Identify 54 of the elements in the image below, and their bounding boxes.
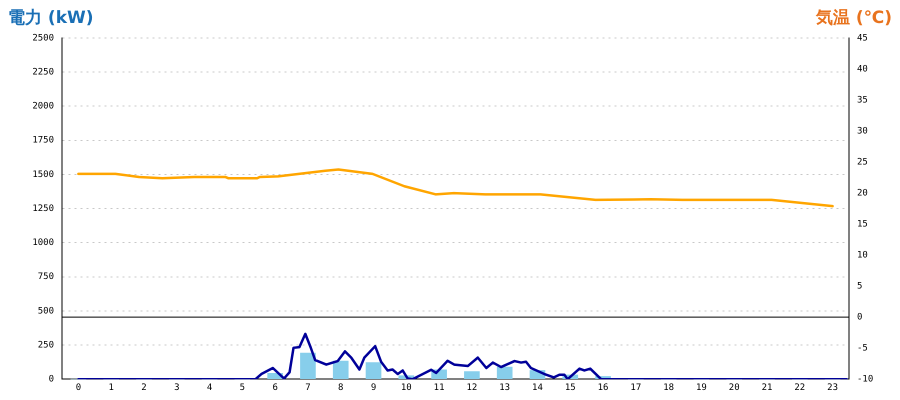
y2-tick-label: 20 <box>857 188 868 198</box>
x-tick-label: 0 <box>76 382 82 393</box>
x-tick-label: 10 <box>400 382 412 393</box>
x-tick-label: 21 <box>762 382 772 393</box>
y-tick-label: 1500 <box>32 170 54 180</box>
y-tick-label: 2500 <box>32 33 54 44</box>
x-tick-label: 7 <box>305 382 311 393</box>
y-tick-label: 500 <box>38 306 54 316</box>
x-tick-label: 9 <box>370 382 376 393</box>
y2-tick-label: 30 <box>857 126 868 136</box>
x-tick-label: 6 <box>272 382 278 393</box>
x-tick-label: 17 <box>630 382 642 393</box>
y-tick-label: 1750 <box>32 136 54 146</box>
y2-tick-label: 25 <box>857 157 868 168</box>
y-tick-label: 0 <box>48 374 54 385</box>
y2-tick-label: 15 <box>857 219 868 230</box>
y-tick-label: 2000 <box>32 102 54 112</box>
x-tick-label: 22 <box>794 382 806 393</box>
y2-tick-label: 10 <box>857 250 868 260</box>
y-tick-label: 750 <box>38 272 54 282</box>
y2-tick-label: 45 <box>857 33 868 44</box>
y2-tick-label: -5 <box>857 344 868 354</box>
y-tick-label: 250 <box>38 340 54 350</box>
x-tick-label: 4 <box>206 382 212 393</box>
bar <box>366 362 382 380</box>
x-tick-label: 19 <box>696 382 707 393</box>
x-tick-label: 15 <box>564 382 576 393</box>
y2-tick-label: -10 <box>857 374 874 385</box>
y2-tick-label: 40 <box>857 64 868 74</box>
y-tick-label: 1000 <box>32 238 54 248</box>
x-tick-label: 20 <box>728 382 740 393</box>
x-tick-label: 12 <box>466 382 478 393</box>
y2-tick-label: 0 <box>857 312 862 323</box>
x-tick-label: 11 <box>434 382 445 393</box>
bar <box>332 360 349 380</box>
x-tick-label: 23 <box>827 382 838 393</box>
y2-axis-title: 気温 (℃) <box>816 7 892 29</box>
bar <box>300 352 316 380</box>
x-tick-label: 13 <box>499 382 510 393</box>
y-tick-label: 1250 <box>32 204 54 214</box>
x-tick-label: 18 <box>663 382 674 393</box>
bar <box>464 371 480 380</box>
x-tick-label: 2 <box>141 382 147 393</box>
x-tick-label: 1 <box>108 382 114 393</box>
bar <box>496 366 513 380</box>
y-tick-label: 2250 <box>32 67 54 78</box>
x-tick-label: 3 <box>174 382 180 393</box>
x-tick-label: 5 <box>240 382 246 393</box>
y-axis-title: 電力 (kW) <box>8 7 94 29</box>
x-tick-label: 14 <box>532 382 543 393</box>
y2-tick-label: 35 <box>857 95 868 106</box>
x-tick-label: 16 <box>598 382 608 393</box>
y2-tick-label: 5 <box>857 281 862 292</box>
x-tick-label: 8 <box>338 382 344 393</box>
